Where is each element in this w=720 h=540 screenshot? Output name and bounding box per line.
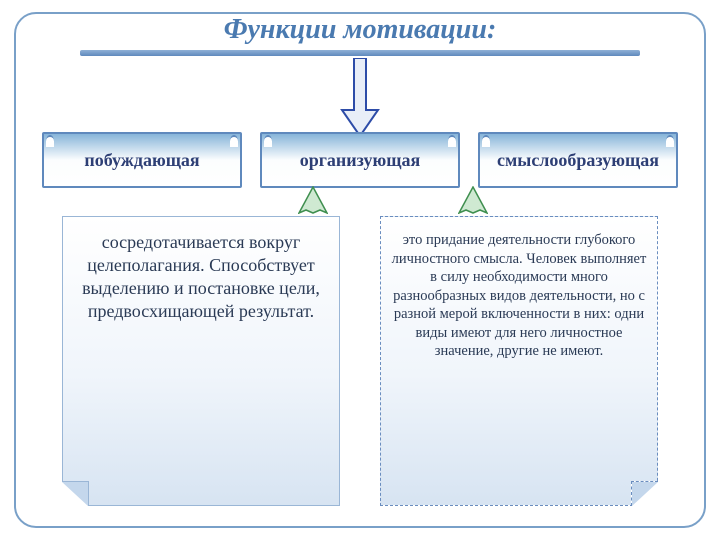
page-corner-icon — [631, 481, 658, 506]
down-arrow-icon — [340, 58, 380, 136]
box-organizing-desc: сосредотачивается вокруг целеполагания. … — [62, 216, 340, 506]
title-underline — [80, 50, 640, 56]
description-boxes: сосредотачивается вокруг целеполагания. … — [62, 216, 658, 506]
function-tabs: побуждающая организующая смыслообразующа… — [42, 132, 678, 188]
slide-title: Функции мотивации: — [0, 14, 720, 46]
box-meaningforming-desc: это придание деятельности глубокого личн… — [380, 216, 658, 506]
tab-label: организующая — [300, 151, 420, 170]
tab-organizing: организующая — [260, 132, 460, 188]
connector-arrow-icon — [458, 186, 488, 214]
tab-inciting: побуждающая — [42, 132, 242, 188]
tab-label: побуждающая — [84, 151, 199, 170]
connector-arrow-icon — [298, 186, 328, 214]
page-corner-icon — [62, 481, 89, 506]
tab-label: смыслообразующая — [497, 151, 659, 170]
tab-meaningforming: смыслообразующая — [478, 132, 678, 188]
box-text: сосредотачивается вокруг целеполагания. … — [82, 232, 320, 321]
box-text: это придание деятельности глубокого личн… — [392, 232, 647, 359]
